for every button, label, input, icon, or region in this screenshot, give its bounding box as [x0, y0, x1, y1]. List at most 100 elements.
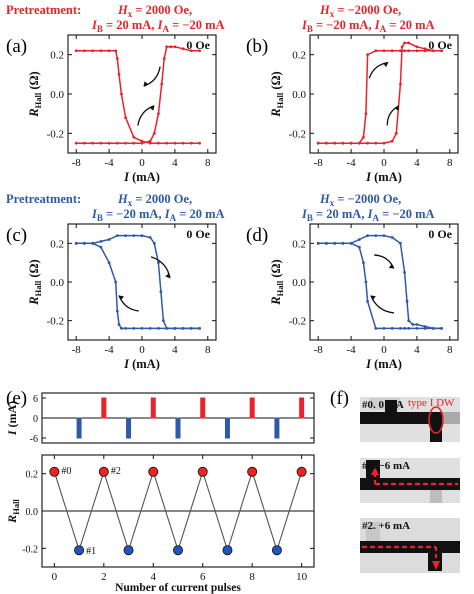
plot-d-point: [357, 238, 361, 241]
plot-a-point: [162, 57, 166, 60]
plot-d-point: [382, 234, 386, 238]
plot-c-xtick-label: 8: [205, 344, 211, 356]
plot-d-point: [411, 323, 415, 326]
plot-b-point: [431, 49, 435, 53]
pretreatment-label-a: Pretreatment:: [6, 3, 81, 17]
plot-d-point: [407, 319, 411, 323]
plot-d-point: [325, 241, 328, 245]
plot-b-point: [415, 49, 419, 53]
dw-type-label: type I DW: [408, 397, 455, 409]
plot-a-point: [189, 49, 193, 53]
plot-d-point: [403, 270, 406, 274]
plot-b-point: [390, 49, 394, 53]
arrow-up-icon: [371, 467, 379, 475]
plot-c-xtick-label: -8: [72, 344, 82, 356]
plot-c-point: [148, 327, 152, 330]
pulse-bar: [274, 417, 280, 439]
switch-point: [49, 466, 60, 477]
plot-c-point: [115, 234, 119, 238]
plot-b-point: [382, 49, 386, 53]
plot-c-xtick-label: 0: [139, 344, 145, 356]
plot-b-point: [341, 141, 345, 145]
plot-a-point: [124, 116, 127, 119]
moke-image-0: #0. 0 mA type I DW: [360, 397, 460, 442]
plot-d-xtick-label: -4: [347, 344, 357, 356]
condition-d-line2: IB = 20 mA, IA = −20 mA: [301, 207, 435, 223]
switch-plot-xtick-label: 6: [200, 571, 206, 583]
plot-b-point: [382, 141, 386, 145]
plot-d-point: [423, 327, 427, 330]
arrow-icon-head: [394, 105, 399, 111]
switch-point: [98, 466, 109, 477]
plot-c-point: [159, 290, 163, 294]
plot-c-point: [165, 327, 169, 330]
plot-a-point: [117, 72, 121, 76]
pulse-bar: [200, 397, 206, 419]
pulse-bar: [101, 397, 107, 419]
switch-point: [74, 545, 85, 556]
pulse-plot-ytick-label: 0: [33, 414, 38, 425]
plot-c-curve-upper: [76, 234, 200, 330]
plot-b-point: [407, 41, 411, 45]
plot-a-curve-lower: [76, 46, 200, 144]
plot-c-point: [132, 234, 136, 238]
plot-c-point: [132, 327, 136, 330]
plot-b-frame: [309, 34, 459, 154]
plot-d-point: [341, 241, 345, 245]
plot-a-point: [148, 141, 152, 145]
plot-b-point: [366, 141, 369, 145]
plot-b-point: [364, 112, 368, 116]
arrow-icon-head: [149, 105, 155, 111]
plot-c-point: [140, 234, 144, 238]
plot-a-point: [107, 141, 111, 145]
plot-a-point: [140, 141, 144, 145]
plot-d-point: [362, 261, 365, 265]
plot-a-frame: [67, 34, 217, 154]
plot-b-point: [394, 131, 398, 135]
switch-point: [296, 466, 307, 477]
plot-a-point: [152, 131, 156, 135]
plot-b-point: [366, 53, 369, 57]
plot-a-point: [74, 49, 78, 53]
hysteresis-plot-b: 0.2 0.0 -0.2 -8 -4 0 4 8 I (mA) RHall (Ω) 0 Oe: [269, 34, 459, 184]
plot-a-point: [114, 49, 118, 53]
plot-a-ytick-label: -0.2: [47, 128, 64, 140]
plot-d-point: [366, 234, 369, 238]
plot-d-xtick-label: 8: [447, 344, 453, 356]
plot-d-xtick-label: -8: [314, 344, 324, 356]
pulse-plot-ytick-label: -6: [30, 434, 38, 445]
plot-a-ylabel: RHall (Ω): [27, 71, 43, 117]
pulse-plot-ytick-label: 6: [33, 394, 38, 405]
plot-c-curve-lower: [76, 242, 200, 330]
switch-plot-ylabel: RHall: [5, 499, 21, 524]
plot-a-point: [83, 141, 86, 145]
plot-c-xtick-label: -4: [105, 344, 115, 356]
plot-b-point: [423, 49, 427, 53]
plot-a-xlabel: I (mA): [123, 170, 160, 184]
plot-b-point: [390, 139, 394, 143]
arrow-icon-head: [370, 295, 376, 301]
plot-c-xlabel: I (mA): [123, 357, 160, 371]
plot-b-ytick-label: -0.2: [289, 128, 306, 140]
panel-letter-b: (b): [246, 36, 268, 57]
pulse-bar: [150, 397, 156, 419]
plot-b-point: [333, 141, 337, 145]
plot-a-point: [74, 141, 78, 145]
plot-d-point: [374, 234, 378, 238]
plot-c-point: [189, 327, 193, 330]
plot-c-point: [107, 261, 111, 265]
switch-plot-xtick-label: 4: [151, 571, 157, 583]
plot-a-point: [140, 139, 144, 143]
switch-point: [197, 466, 208, 477]
plot-c-point: [181, 327, 185, 330]
plot-a-point: [157, 112, 160, 116]
plot-d-xtick-label: 4: [414, 344, 420, 356]
plot-b-xtick-label: -8: [314, 157, 324, 169]
plot-b-point: [362, 135, 365, 139]
arrow-icon-head: [383, 62, 389, 68]
plot-b-ytick-label: 0.0: [292, 89, 306, 101]
switch-plot-xlabel: Number of current pulses: [115, 582, 241, 594]
plot-a-point: [99, 141, 103, 145]
arrow-icon-head: [118, 295, 124, 301]
plot-c-ytick-label: 0.0: [50, 277, 64, 289]
